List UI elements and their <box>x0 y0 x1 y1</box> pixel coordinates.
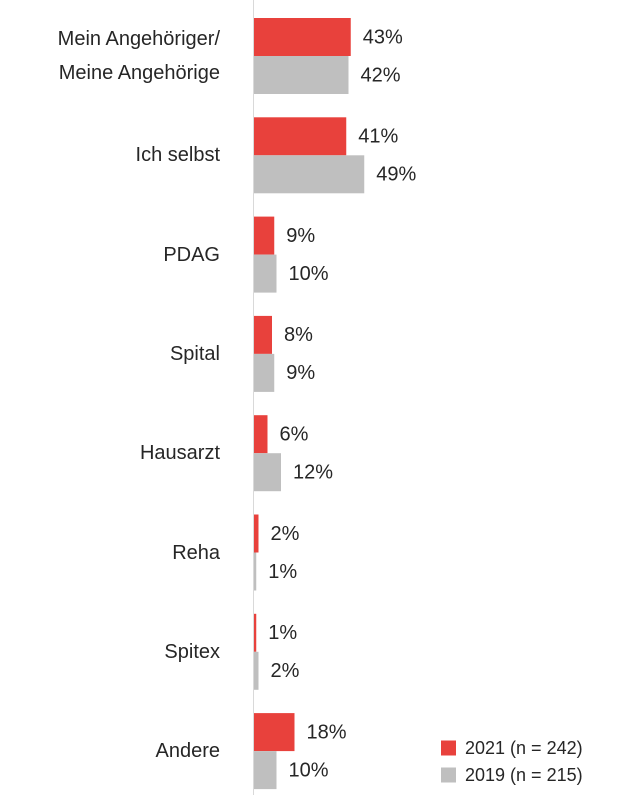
category-label: Andere <box>155 740 221 763</box>
value-label: 9% <box>286 362 315 384</box>
bar <box>254 315 272 354</box>
value-label: 10% <box>289 759 329 781</box>
value-label: 41% <box>358 126 398 148</box>
bar <box>254 155 365 194</box>
bar <box>254 751 277 790</box>
category-label: Reha <box>172 541 220 564</box>
value-label: 9% <box>286 225 315 247</box>
bar <box>254 254 277 293</box>
category-label: Spital <box>169 342 220 365</box>
value-label: 2% <box>271 660 300 682</box>
value-label: 12% <box>293 461 333 483</box>
legend-swatch <box>441 767 456 783</box>
bar <box>254 514 259 553</box>
bar <box>254 453 281 492</box>
legend-swatch <box>441 740 456 756</box>
legend-label: 2021 (n = 242) <box>465 738 583 758</box>
bar <box>254 552 257 591</box>
value-label: 1% <box>268 622 297 644</box>
value-label: 6% <box>280 423 309 445</box>
value-label: 49% <box>376 164 416 186</box>
value-label: 18% <box>307 721 347 743</box>
value-label: 42% <box>361 64 401 86</box>
bar <box>254 216 275 255</box>
bar <box>254 56 349 94</box>
bar <box>254 18 351 56</box>
category-label: Spitex <box>164 640 220 663</box>
bar <box>254 651 259 690</box>
category-label: PDAG <box>163 243 220 266</box>
bar <box>254 713 295 752</box>
value-label: 10% <box>289 263 329 285</box>
bar <box>254 415 268 454</box>
bar <box>254 353 275 392</box>
value-label: 43% <box>363 26 403 48</box>
category-label: Mein Angehöriger/ Meine Angehörige <box>57 28 220 84</box>
value-label: 1% <box>268 561 297 583</box>
bar <box>254 613 257 652</box>
bar <box>254 117 347 156</box>
category-label: Hausarzt <box>139 442 220 465</box>
category-label: Ich selbst <box>135 144 220 167</box>
value-label: 2% <box>271 523 300 545</box>
legend-label: 2019 (n = 215) <box>465 765 583 785</box>
value-label: 8% <box>284 324 313 346</box>
